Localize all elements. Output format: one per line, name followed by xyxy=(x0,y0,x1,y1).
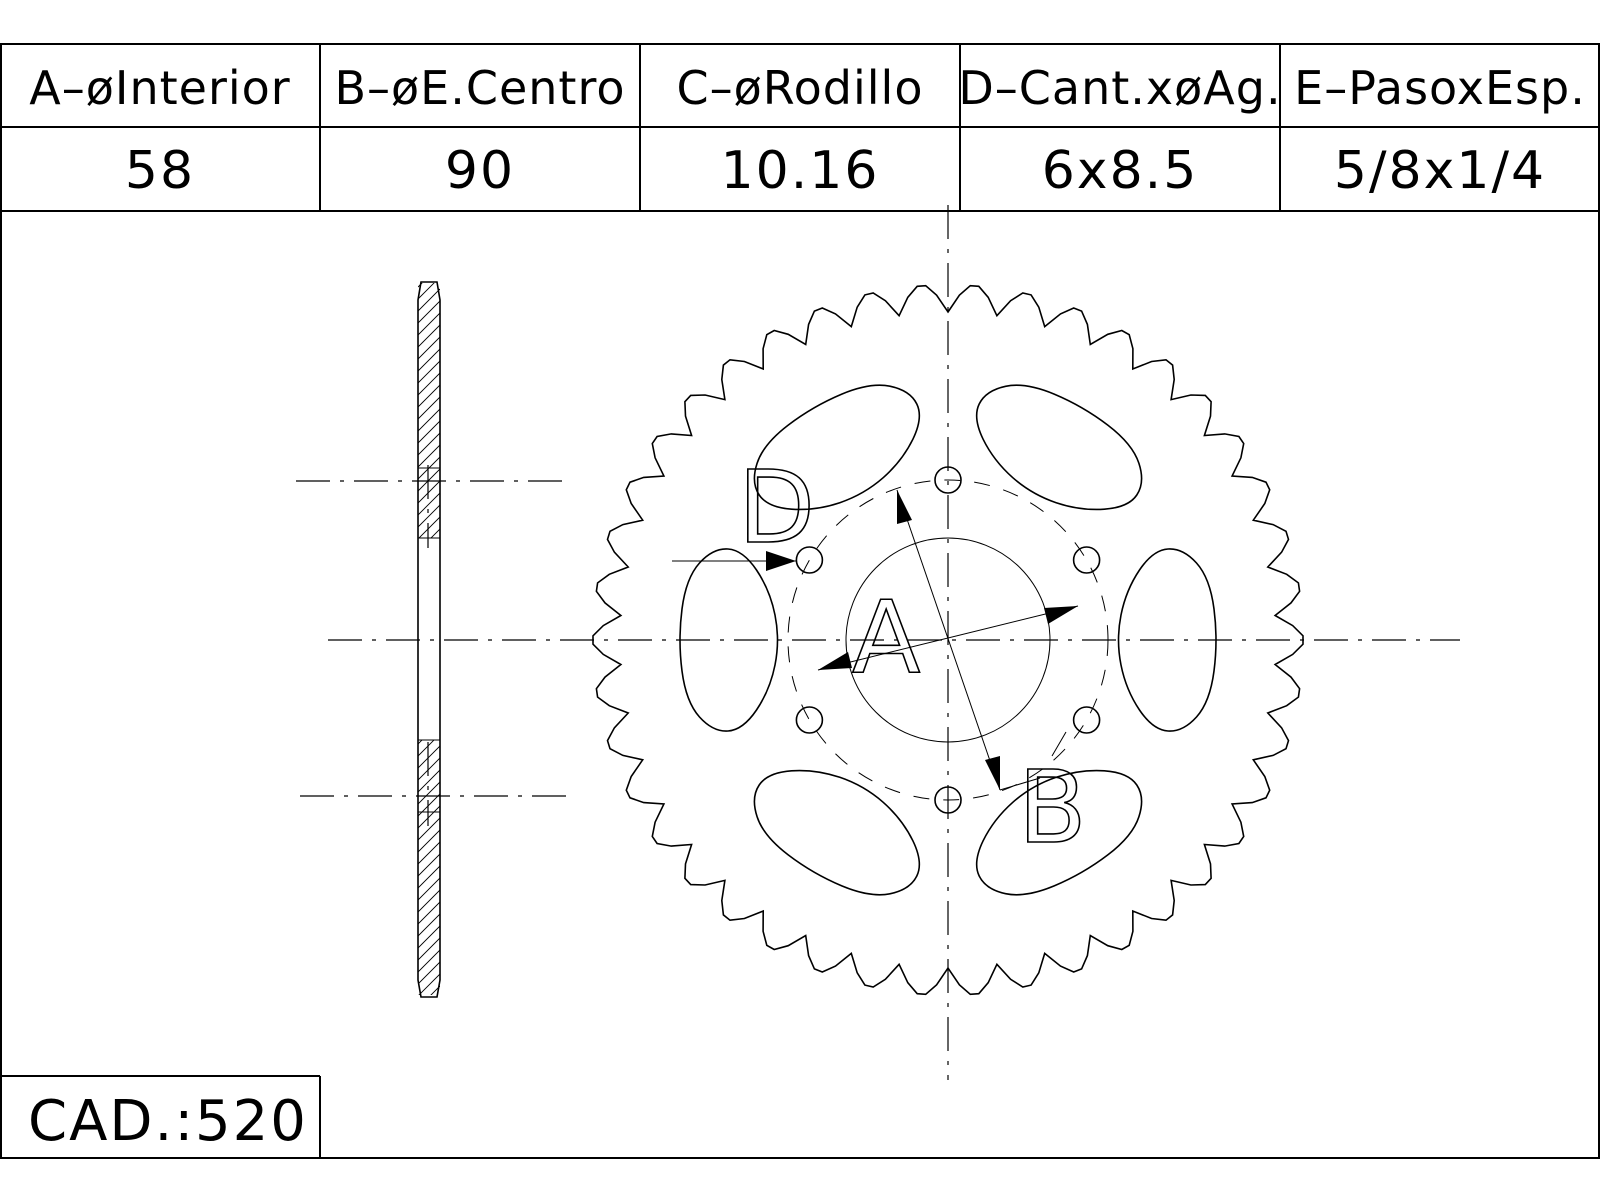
hatch-line xyxy=(418,492,440,516)
hatch-line xyxy=(418,1022,440,1044)
hatch-line xyxy=(418,781,440,805)
hatch-line xyxy=(418,949,440,973)
hatch-line xyxy=(418,805,440,829)
spec-table: A–øInterior B–øE.Centro C–øRodillo D–Can… xyxy=(1,44,1599,212)
dimension-b xyxy=(896,489,1041,791)
lightening-hole xyxy=(1117,548,1217,732)
cad-label: CAD.: xyxy=(28,1089,195,1154)
lightening-hole xyxy=(975,769,1143,896)
hatch-line xyxy=(418,901,440,925)
header-center-diameter: B–øE.Centro xyxy=(334,61,625,115)
hatch-line xyxy=(418,372,440,396)
hatch-line xyxy=(418,420,440,444)
hatch-line xyxy=(418,360,440,384)
lightening-hole xyxy=(753,384,921,511)
bolt-hole xyxy=(1072,706,1101,734)
value-pitch-thickness: 5/8x1/4 xyxy=(1334,141,1546,201)
hatch-line xyxy=(418,740,423,745)
lightening-hole xyxy=(753,769,921,896)
hatch-line xyxy=(418,973,440,995)
bolt-hole xyxy=(795,706,824,734)
bolt-hole xyxy=(934,786,962,814)
hatch-line xyxy=(418,300,440,324)
hatch-line xyxy=(418,865,440,889)
hatch-line xyxy=(418,283,423,288)
hatch-line xyxy=(418,793,440,817)
hatch-line xyxy=(418,829,440,853)
bolt-hole-leader xyxy=(1051,731,1067,757)
hatch-line xyxy=(418,456,440,480)
hatch-line xyxy=(418,432,440,456)
cad-value: 520 xyxy=(195,1089,308,1154)
hatch-line xyxy=(418,757,440,781)
hatch-line xyxy=(430,985,440,995)
hatch-line xyxy=(418,841,440,865)
hatch-line xyxy=(418,877,440,901)
value-roller-diameter: 10.16 xyxy=(721,141,880,201)
value-interior-diameter: 58 xyxy=(125,141,195,201)
hatch-line xyxy=(418,998,440,1020)
hatch-line xyxy=(418,253,440,275)
hatch-line xyxy=(418,925,440,949)
bolt-hole xyxy=(795,546,824,574)
bolt-hole xyxy=(1072,546,1101,574)
hatch-line xyxy=(418,769,440,793)
lightening-hole xyxy=(679,548,779,732)
header-roller-diameter: C–øRodillo xyxy=(677,61,924,115)
dimension-d xyxy=(672,551,796,571)
hatch-line xyxy=(418,444,440,468)
hatch-line xyxy=(418,1010,440,1032)
center-bore xyxy=(845,537,1051,743)
label-b: B xyxy=(1018,749,1087,866)
hatch-line xyxy=(418,565,440,587)
label-a: A xyxy=(852,579,920,696)
lightening-hole xyxy=(975,384,1143,511)
hatch-line xyxy=(418,745,440,769)
cad-box: CAD.: 520 xyxy=(1,1075,321,1158)
hatch-line xyxy=(418,710,440,732)
header-interior-diameter: A–øInterior xyxy=(29,61,290,115)
hatch-line xyxy=(418,480,440,504)
hatch-line xyxy=(418,348,440,372)
lightening-holes xyxy=(679,384,1217,896)
hatch-line xyxy=(418,541,440,563)
hatch-line xyxy=(418,408,440,432)
value-hole-count-diameter: 6x8.5 xyxy=(1042,141,1199,201)
side-section-view xyxy=(296,253,570,1044)
hatch-line xyxy=(418,384,440,408)
header-hole-count-diameter: D–Cant.xøAg. xyxy=(958,61,1281,115)
hatch-line xyxy=(418,817,440,841)
sprocket-tooth-profile xyxy=(592,284,1304,996)
hatch-line xyxy=(418,283,435,300)
value-center-diameter: 90 xyxy=(445,141,515,201)
hatch-line xyxy=(418,312,440,336)
hatch-line xyxy=(418,468,440,492)
hatch-line xyxy=(418,853,440,877)
hatch-line xyxy=(418,288,440,312)
hatch-line xyxy=(418,504,440,528)
hatch-line xyxy=(418,937,440,961)
hatch-line xyxy=(418,336,440,360)
hatch-line xyxy=(418,553,440,575)
bolt-circle xyxy=(787,479,1109,801)
hatch-line xyxy=(418,324,440,348)
dimension-a xyxy=(817,605,1079,671)
header-pitch-thickness: E–PasoxEsp. xyxy=(1294,61,1586,115)
hatch-line xyxy=(418,516,440,538)
bolt-holes xyxy=(795,466,1101,814)
hatch-line xyxy=(430,528,440,538)
label-d: D xyxy=(738,449,815,566)
hatch-line xyxy=(418,961,440,985)
hatch-line xyxy=(418,740,435,757)
bolt-hole xyxy=(934,466,962,494)
drawing-frame xyxy=(0,43,1600,1159)
hatch-line xyxy=(418,889,440,913)
hatch-line xyxy=(418,396,440,420)
hatch-line xyxy=(418,913,440,937)
